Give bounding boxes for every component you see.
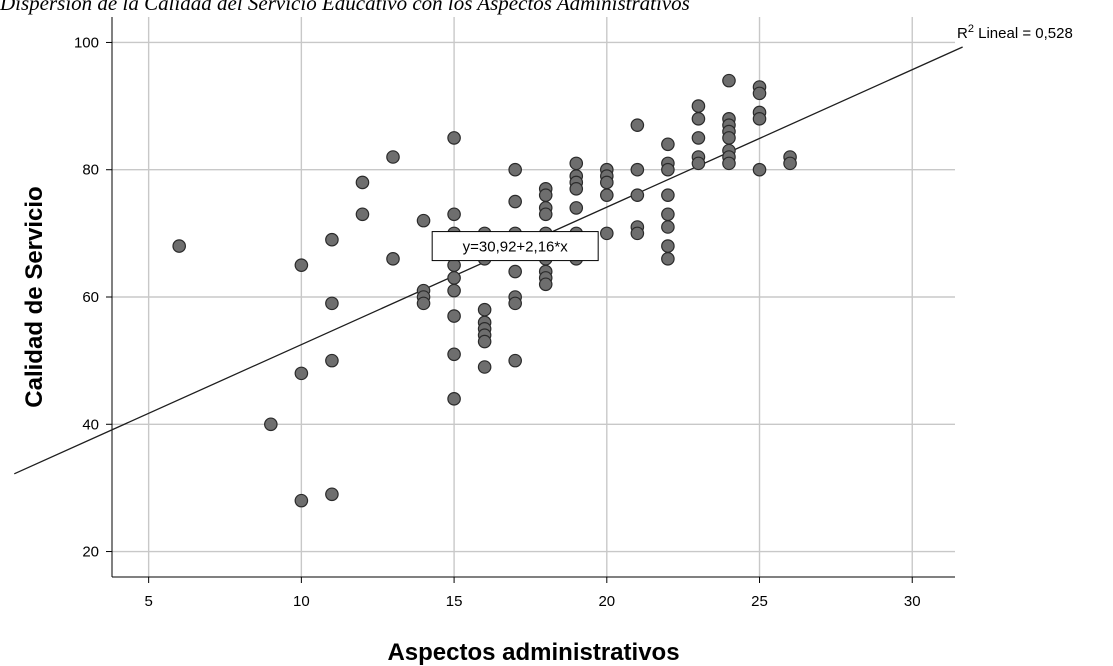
data-point	[477, 360, 492, 374]
data-point	[386, 252, 400, 266]
data-point	[722, 156, 736, 171]
data-point	[416, 213, 431, 228]
data-point	[264, 417, 278, 432]
data-point	[386, 150, 400, 164]
data-point	[630, 188, 645, 202]
data-point	[569, 156, 584, 171]
data-point	[294, 258, 309, 272]
data-point	[325, 232, 339, 247]
data-point	[172, 239, 186, 253]
equation-box	[431, 231, 599, 262]
data-point	[325, 353, 339, 368]
data-point	[569, 182, 584, 196]
data-point	[600, 175, 614, 190]
x-tick-label: 20	[598, 593, 615, 610]
axes	[106, 17, 955, 583]
data-point	[569, 201, 584, 215]
data-point	[783, 156, 797, 171]
annotations: y=30,92+2,16*x R2 Lineal = 0,528	[431, 23, 1073, 262]
y-tick-label: 60	[82, 289, 99, 306]
data-point	[447, 207, 461, 222]
data-point	[447, 309, 461, 323]
data-point	[691, 112, 706, 126]
data-points	[172, 73, 797, 508]
data-point	[752, 86, 767, 101]
data-point	[538, 277, 553, 292]
data-point	[661, 137, 675, 152]
data-point	[600, 188, 614, 202]
data-point	[447, 392, 461, 406]
data-point	[447, 283, 461, 298]
x-tick-label: 15	[446, 593, 463, 610]
data-point	[661, 188, 675, 202]
data-point	[447, 131, 461, 145]
data-point	[661, 252, 675, 266]
data-point	[508, 296, 522, 311]
x-tick-label: 10	[293, 593, 310, 610]
y-tick-label: 80	[82, 162, 99, 179]
data-point	[508, 194, 522, 209]
data-point	[600, 226, 614, 241]
data-point	[630, 118, 645, 132]
data-point	[722, 73, 736, 88]
data-point	[538, 188, 553, 202]
data-point	[691, 99, 706, 113]
tick-labels: 5 10 15 20 25 30 20 40 60 80 100	[74, 34, 921, 610]
x-tick-label: 25	[751, 593, 768, 610]
data-point	[752, 112, 767, 126]
r2-label: R2 Lineal = 0,528	[957, 23, 1073, 42]
data-point	[355, 175, 370, 190]
equation-label: y=30,92+2,16*x	[463, 239, 569, 256]
data-point	[691, 156, 706, 171]
x-axis-title: Aspectos administrativos	[387, 639, 679, 666]
data-point	[661, 239, 675, 253]
data-point	[355, 207, 370, 222]
data-point	[447, 271, 461, 285]
data-point	[294, 366, 309, 381]
data-point	[661, 162, 675, 177]
data-point	[630, 226, 645, 241]
data-point	[722, 131, 736, 145]
data-point	[538, 207, 553, 222]
data-point	[661, 207, 675, 222]
data-point	[447, 347, 461, 362]
chart-title: Dispersión de la Calidad del Servicio Ed…	[0, 0, 690, 15]
data-point	[508, 162, 522, 177]
y-axis-title: Calidad de Servicio	[21, 186, 48, 407]
x-tick-label: 30	[904, 593, 921, 610]
grid-lines	[112, 17, 955, 577]
data-point	[325, 487, 339, 502]
data-point	[477, 334, 492, 349]
data-point	[508, 264, 522, 279]
data-point	[508, 353, 522, 368]
data-point	[416, 296, 431, 311]
data-point	[691, 131, 706, 145]
data-point	[752, 162, 767, 177]
data-point	[661, 220, 675, 234]
data-point	[477, 302, 492, 317]
data-point	[294, 493, 309, 508]
y-tick-label: 20	[82, 544, 99, 561]
y-tick-label: 100	[74, 34, 99, 51]
data-point	[630, 162, 645, 177]
data-point	[325, 296, 339, 311]
y-tick-label: 40	[82, 416, 99, 433]
x-tick-label: 5	[144, 593, 152, 610]
